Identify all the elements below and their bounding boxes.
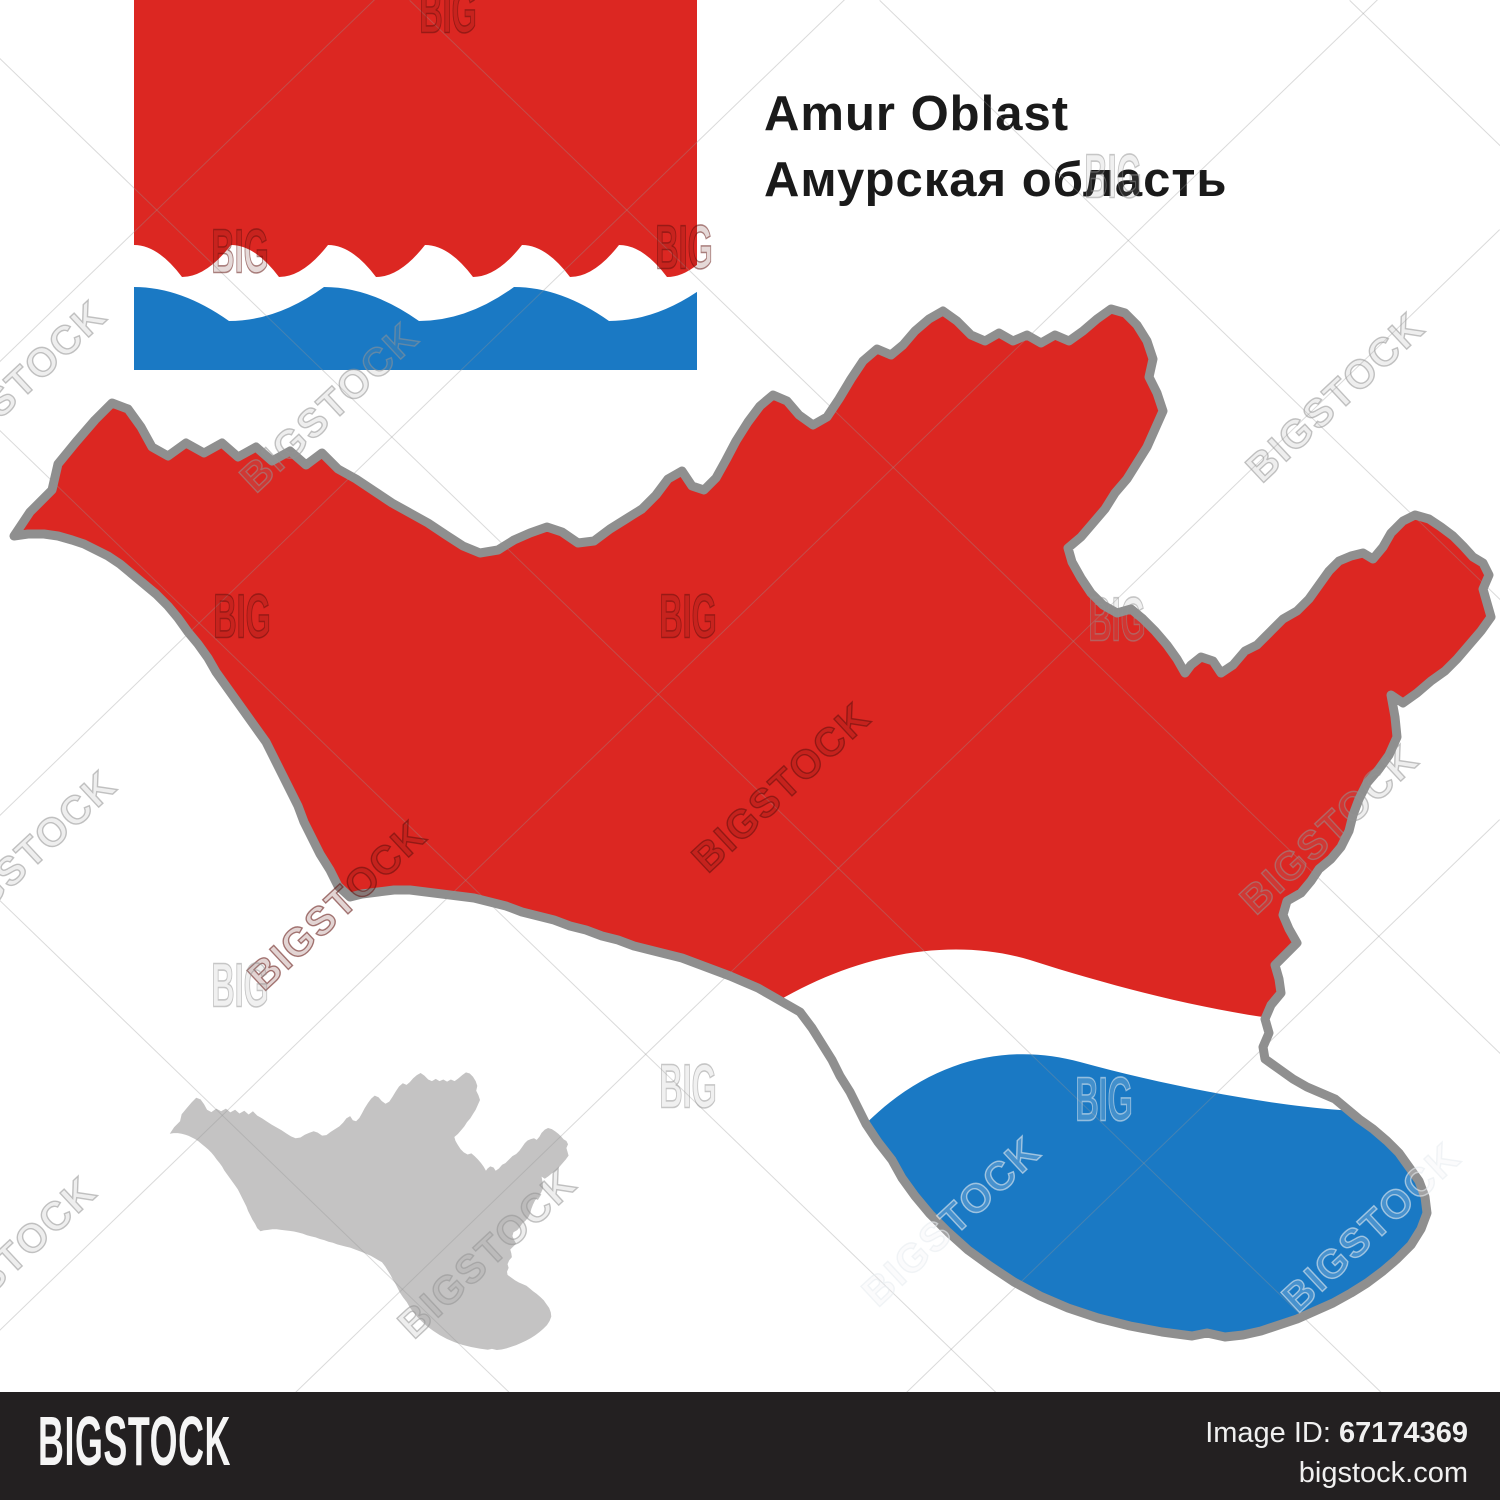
image-id: Image ID: 67174369 [1205, 1418, 1468, 1448]
region-fill [14, 309, 1491, 1337]
amur-oblast-flag [134, 0, 697, 370]
image-id-label: Image ID: [1205, 1417, 1331, 1449]
region-silhouette [169, 1072, 569, 1350]
flag-blue-wave [134, 287, 697, 370]
bigstock-footer-bar: BIGSTOCK Image ID: 67174369 bigstock.com [0, 1392, 1500, 1500]
region-title-english: Amur Oblast [764, 87, 1070, 141]
image-id-value: 67174369 [1338, 1417, 1468, 1449]
bigstock-logo: BIGSTOCK [38, 1402, 231, 1480]
region-title-russian: Амурская область [764, 153, 1228, 207]
website-url: bigstock.com [1298, 1457, 1468, 1489]
region-blue-area [820, 1054, 1491, 1337]
